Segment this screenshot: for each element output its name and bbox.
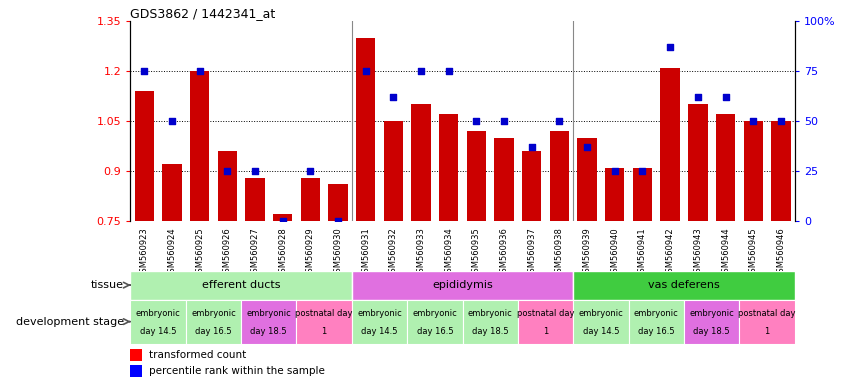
Text: embryonic: embryonic: [246, 309, 291, 318]
Text: tissue: tissue: [91, 280, 124, 290]
Text: 1: 1: [543, 327, 548, 336]
Point: [719, 94, 733, 100]
Text: postnatal day: postnatal day: [738, 309, 796, 318]
Text: day 16.5: day 16.5: [195, 327, 232, 336]
Point: [608, 168, 621, 174]
Text: day 14.5: day 14.5: [140, 327, 177, 336]
Point: [248, 168, 262, 174]
Point: [747, 118, 760, 124]
Text: embryonic: embryonic: [690, 309, 734, 318]
Point: [469, 118, 483, 124]
Text: day 14.5: day 14.5: [583, 327, 619, 336]
Text: development stage: development stage: [16, 316, 124, 327]
Point: [276, 218, 289, 224]
Text: day 18.5: day 18.5: [251, 327, 287, 336]
Bar: [684, 300, 739, 344]
Bar: [190, 71, 209, 384]
Point: [193, 68, 206, 74]
Point: [525, 144, 538, 150]
Bar: [467, 131, 486, 384]
Bar: [135, 91, 154, 384]
Bar: [130, 300, 186, 344]
Bar: [407, 300, 463, 344]
Bar: [273, 214, 293, 384]
Point: [775, 118, 788, 124]
Point: [664, 44, 677, 50]
Point: [553, 118, 566, 124]
Point: [691, 94, 705, 100]
Text: efferent ducts: efferent ducts: [202, 280, 280, 290]
Bar: [296, 300, 352, 344]
Text: embryonic: embryonic: [191, 309, 235, 318]
Bar: [743, 121, 763, 384]
Point: [387, 94, 400, 100]
Bar: [606, 167, 625, 384]
Text: postnatal day: postnatal day: [517, 309, 574, 318]
Bar: [162, 164, 182, 384]
Text: embryonic: embryonic: [468, 309, 513, 318]
Text: postnatal day: postnatal day: [295, 309, 353, 318]
Bar: [716, 114, 735, 384]
Text: GDS3862 / 1442341_at: GDS3862 / 1442341_at: [130, 7, 276, 20]
Bar: [130, 365, 142, 377]
Bar: [632, 167, 652, 384]
Point: [359, 68, 373, 74]
Bar: [522, 151, 542, 384]
Bar: [688, 104, 707, 384]
Bar: [241, 300, 296, 344]
Bar: [574, 271, 795, 300]
Point: [636, 168, 649, 174]
Bar: [518, 300, 574, 344]
Bar: [352, 271, 574, 300]
Point: [165, 118, 178, 124]
Point: [220, 168, 234, 174]
Bar: [550, 131, 569, 384]
Bar: [660, 68, 680, 384]
Bar: [186, 300, 241, 344]
Point: [442, 68, 456, 74]
Text: day 18.5: day 18.5: [472, 327, 509, 336]
Text: day 16.5: day 16.5: [638, 327, 674, 336]
Point: [137, 68, 151, 74]
Text: embryonic: embryonic: [579, 309, 623, 318]
Bar: [463, 300, 518, 344]
Bar: [356, 38, 375, 384]
Point: [304, 168, 317, 174]
Point: [331, 218, 345, 224]
Text: embryonic: embryonic: [634, 309, 679, 318]
Bar: [578, 137, 597, 384]
Point: [415, 68, 428, 74]
Text: 1: 1: [764, 327, 770, 336]
Bar: [383, 121, 403, 384]
Bar: [130, 349, 142, 361]
Bar: [246, 177, 265, 384]
Text: 1: 1: [321, 327, 327, 336]
Text: day 14.5: day 14.5: [362, 327, 398, 336]
Bar: [771, 121, 791, 384]
Bar: [628, 300, 684, 344]
Text: percentile rank within the sample: percentile rank within the sample: [149, 366, 325, 376]
Bar: [574, 300, 628, 344]
Bar: [439, 114, 458, 384]
Bar: [130, 271, 352, 300]
Text: day 16.5: day 16.5: [416, 327, 453, 336]
Text: vas deferens: vas deferens: [648, 280, 720, 290]
Bar: [352, 300, 407, 344]
Point: [580, 144, 594, 150]
Text: day 18.5: day 18.5: [693, 327, 730, 336]
Point: [497, 118, 510, 124]
Text: embryonic: embryonic: [357, 309, 402, 318]
Bar: [495, 137, 514, 384]
Bar: [739, 300, 795, 344]
Bar: [328, 184, 347, 384]
Bar: [300, 177, 320, 384]
Text: transformed count: transformed count: [149, 350, 246, 360]
Text: embryonic: embryonic: [412, 309, 458, 318]
Bar: [411, 104, 431, 384]
Bar: [218, 151, 237, 384]
Text: embryonic: embryonic: [135, 309, 181, 318]
Text: epididymis: epididymis: [432, 280, 493, 290]
